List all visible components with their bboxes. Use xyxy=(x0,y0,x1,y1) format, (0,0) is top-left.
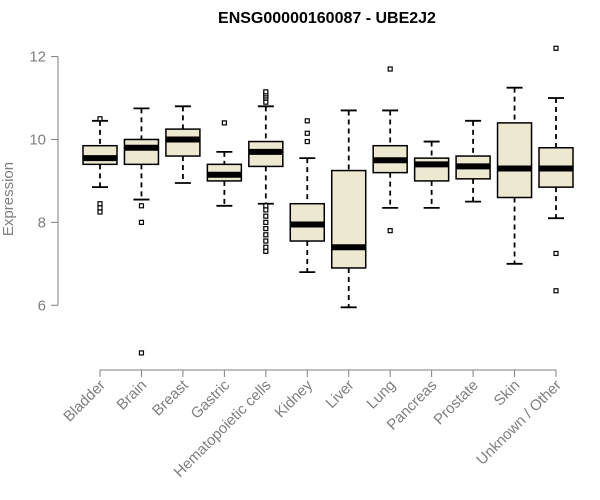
outlier-point xyxy=(387,228,393,234)
box-iqr xyxy=(123,138,160,166)
box-hematopoietic-cells xyxy=(248,89,284,254)
y-tick-label: 12 xyxy=(29,49,46,66)
y-tick-label: 6 xyxy=(38,297,46,314)
box-iqr xyxy=(330,169,367,269)
box-group xyxy=(82,45,574,356)
box-brain xyxy=(123,107,160,356)
outlier-point xyxy=(97,116,103,122)
box-unknown-other xyxy=(538,45,574,294)
outlier-point xyxy=(263,244,269,250)
box-kidney xyxy=(289,118,326,274)
outlier-point xyxy=(263,248,269,254)
box-iqr xyxy=(82,144,118,166)
x-tick-label: Prostate xyxy=(430,377,482,429)
outlier-point xyxy=(138,203,145,209)
x-tick-label: Brain xyxy=(113,377,150,414)
y-axis: 6 8 10 12 xyxy=(29,49,59,314)
outlier-point xyxy=(263,232,269,238)
outlier-point xyxy=(263,89,269,95)
outlier-point xyxy=(304,118,310,124)
box-iqr xyxy=(165,128,201,157)
outlier-point xyxy=(221,120,227,126)
chart-title: ENSG00000160087 - UBE2J2 xyxy=(218,10,436,27)
outlier-point xyxy=(553,250,559,257)
y-tick-label: 8 xyxy=(38,214,46,231)
box-liver xyxy=(330,109,367,309)
outlier-point xyxy=(263,219,269,225)
outlier-point xyxy=(263,213,269,219)
outlier-point xyxy=(138,219,145,225)
outlier-point xyxy=(97,201,103,207)
outlier-point xyxy=(97,209,103,215)
box-iqr xyxy=(496,122,533,199)
box-pancreas xyxy=(413,140,450,209)
outlier-point xyxy=(263,203,269,209)
box-gastric xyxy=(206,120,243,207)
x-tick-label: Kidney xyxy=(272,376,317,421)
outlier-point xyxy=(263,225,269,232)
outlier-point xyxy=(553,45,559,51)
box-bladder xyxy=(82,116,118,215)
outlier-point xyxy=(304,138,310,145)
x-tick-label: Lung xyxy=(363,377,399,413)
x-tick-label: Skin xyxy=(491,377,524,410)
box-prostate xyxy=(455,119,491,203)
x-tick-label: Bladder xyxy=(60,377,109,426)
outlier-point xyxy=(553,288,559,294)
box-lung xyxy=(372,66,408,234)
outlier-point xyxy=(387,66,393,72)
x-tick-label: Breast xyxy=(149,376,192,419)
outlier-point xyxy=(263,99,269,105)
outlier-point xyxy=(97,205,103,211)
outlier-point xyxy=(304,130,310,136)
box-breast xyxy=(165,105,201,184)
y-tick-label: 10 xyxy=(29,131,46,148)
outlier-point xyxy=(263,207,269,213)
outlier-point xyxy=(138,350,145,356)
outlier-point xyxy=(263,238,269,244)
y-axis-title: Expression xyxy=(0,162,17,236)
x-tick-label: Liver xyxy=(323,377,358,412)
box-skin xyxy=(496,86,533,265)
